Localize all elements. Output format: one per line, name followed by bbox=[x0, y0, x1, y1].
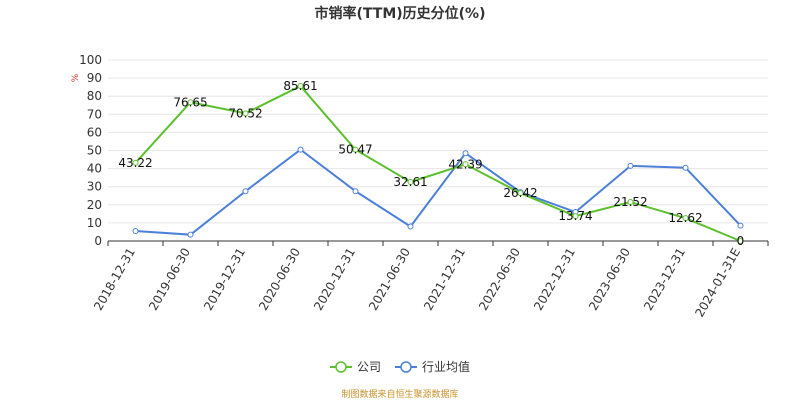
series-line-1 bbox=[135, 148, 742, 236]
y-axis-unit-label: % bbox=[71, 73, 81, 82]
series-point-0 bbox=[242, 110, 249, 117]
x-tick-label: 2019-12-31 bbox=[201, 246, 248, 313]
series-point-0 bbox=[737, 238, 744, 244]
x-tick-label: 2020-12-31 bbox=[311, 246, 358, 313]
y-tick-label: 10 bbox=[87, 216, 102, 230]
data-label-layer: 43.22 76.65 70.52 85.61 50.47 32.61 42.39 26.42… bbox=[118, 79, 744, 248]
legend-item-0[interactable]: 公司 bbox=[330, 360, 381, 374]
data-label: 13.74 bbox=[558, 209, 592, 223]
data-label: 42.39 bbox=[448, 157, 482, 171]
y-tick-label: 90 bbox=[87, 71, 102, 85]
y-tick-label: 0 bbox=[94, 234, 102, 248]
y-tick-label: 80 bbox=[87, 89, 102, 103]
data-label: 43.22 bbox=[118, 156, 152, 170]
y-tick-label: 100 bbox=[79, 53, 102, 67]
x-tick-label: 2018-12-31 bbox=[91, 246, 138, 313]
chart-title: 市销率(TTM)历史分位(%) bbox=[315, 5, 486, 22]
grid-layer bbox=[108, 59, 768, 224]
x-tick-label: 2021-06-30 bbox=[366, 246, 413, 313]
x-tick-label: 2019-06-30 bbox=[146, 246, 193, 313]
legend-label: 公司 bbox=[357, 360, 381, 374]
y-tick-label: 40 bbox=[87, 162, 102, 176]
source-note: 制图数据来自恒生聚源数据库 bbox=[341, 388, 458, 400]
legend-swatch-marker bbox=[335, 361, 347, 373]
data-label: 50.47 bbox=[338, 143, 372, 157]
series-line-0 bbox=[134, 84, 741, 242]
series-point-1 bbox=[352, 188, 359, 195]
series-layer bbox=[132, 83, 744, 244]
series-point-1 bbox=[187, 231, 194, 238]
series-point-1 bbox=[297, 146, 304, 153]
series-point-1 bbox=[462, 150, 469, 157]
y-tick-label: 50 bbox=[87, 144, 102, 158]
x-tick-label: 2023-12-31 bbox=[641, 246, 688, 313]
y-tick-label: 60 bbox=[87, 125, 102, 139]
series-point-1 bbox=[682, 164, 689, 171]
data-label: 26.42 bbox=[503, 186, 537, 200]
series-point-1 bbox=[737, 222, 744, 229]
series-point-0 bbox=[682, 215, 689, 222]
y-tick-label: 20 bbox=[87, 198, 102, 212]
x-tick-label: 2024-01-31E bbox=[692, 246, 743, 320]
series-point-0 bbox=[407, 178, 414, 185]
data-label: 12.62 bbox=[668, 211, 702, 225]
series-point-0 bbox=[297, 83, 304, 90]
data-label: 76.65 bbox=[173, 95, 207, 109]
series-point-1 bbox=[242, 188, 249, 195]
legend-swatch-marker bbox=[400, 361, 412, 373]
series-point-0 bbox=[352, 146, 359, 153]
x-tick-label: 2022-06-30 bbox=[476, 246, 523, 313]
data-label: 32.61 bbox=[393, 175, 427, 189]
y-tick-label: 70 bbox=[87, 107, 102, 121]
y-tick-label: 30 bbox=[87, 180, 102, 194]
series-point-0 bbox=[572, 213, 579, 220]
data-label: 85.61 bbox=[283, 79, 317, 93]
series-point-0 bbox=[132, 159, 139, 166]
series-point-1 bbox=[407, 223, 414, 230]
series-point-0 bbox=[517, 190, 524, 197]
data-label: 21.52 bbox=[613, 195, 647, 209]
series-point-0 bbox=[627, 199, 634, 206]
legend-label: 行业均值 bbox=[422, 359, 470, 374]
data-label: 70.52 bbox=[228, 106, 262, 120]
x-tick-label: 2022-12-31 bbox=[531, 246, 578, 313]
series-point-1 bbox=[132, 228, 139, 235]
data-label: 0 bbox=[737, 234, 745, 248]
series-point-1 bbox=[627, 162, 634, 169]
legend: 公司 行业均值 bbox=[330, 359, 470, 374]
series-point-0 bbox=[462, 161, 469, 168]
x-tick-label: 2023-06-30 bbox=[586, 246, 633, 313]
x-tick-label: 2021-12-31 bbox=[421, 246, 468, 313]
series-point-0 bbox=[187, 99, 194, 106]
legend-item-1[interactable]: 行业均值 bbox=[395, 359, 470, 374]
x-tick-label: 2020-06-30 bbox=[256, 246, 303, 313]
